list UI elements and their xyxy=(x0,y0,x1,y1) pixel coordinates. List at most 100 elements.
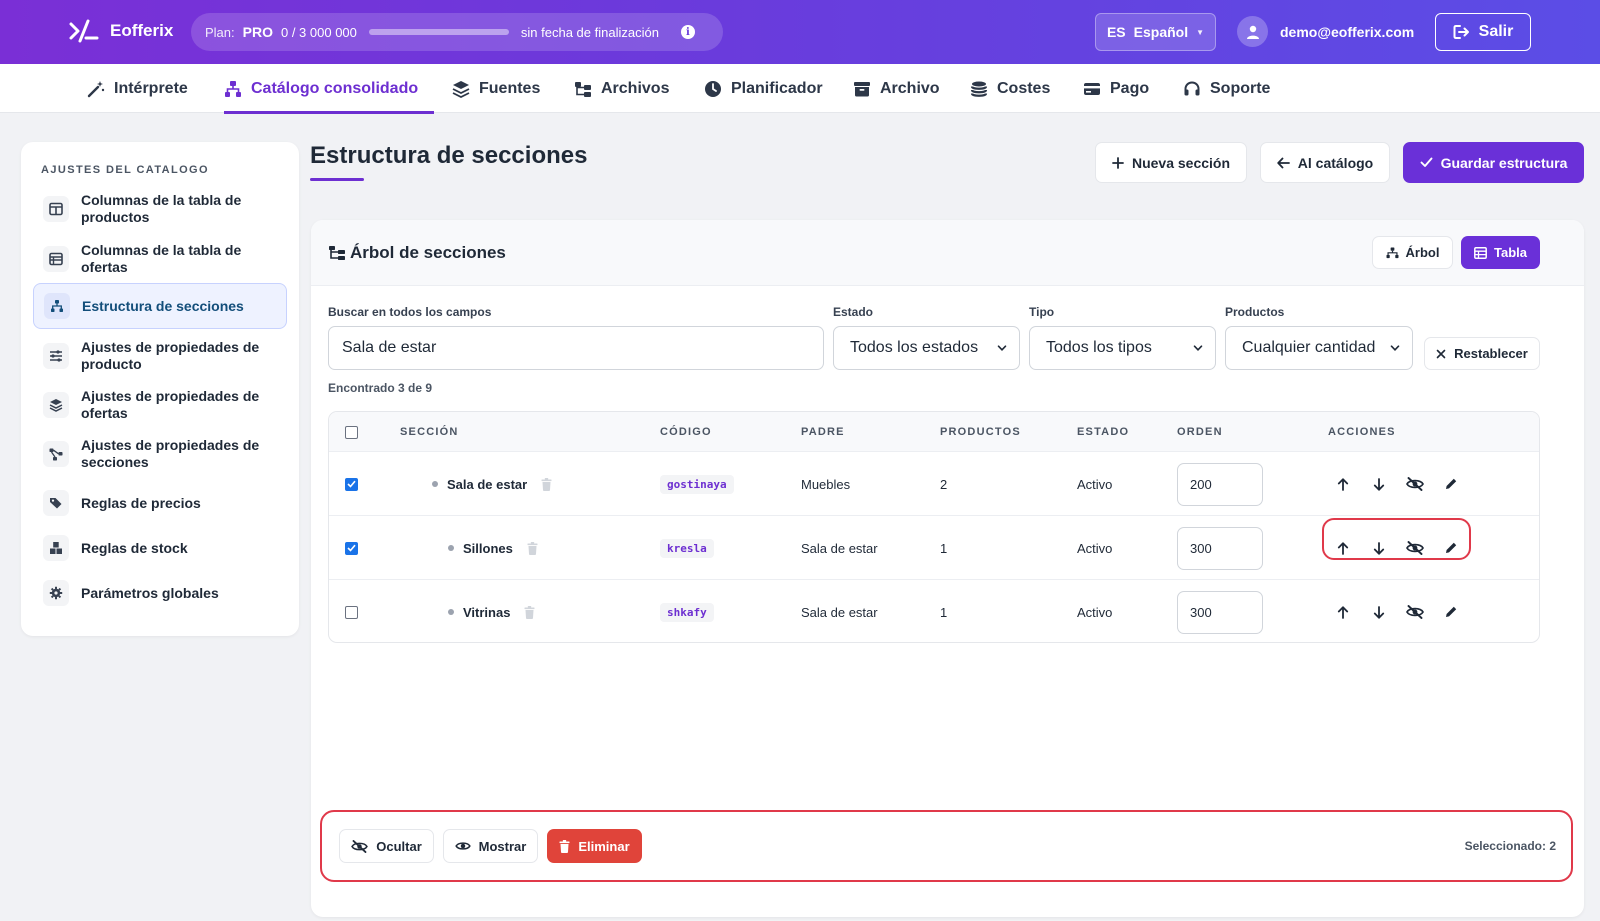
plan-tier: PRO xyxy=(242,24,273,40)
bullet-icon xyxy=(448,609,454,615)
trash-icon[interactable] xyxy=(524,605,535,619)
nav-item-fuentes[interactable]: Fuentes xyxy=(452,64,540,113)
type-filter-select[interactable]: Todos los tipos xyxy=(1029,326,1216,370)
nav-label: Fuentes xyxy=(479,79,541,97)
plan-label: Plan: xyxy=(205,24,235,40)
eye-slash-icon xyxy=(1406,541,1424,555)
sidebar-item-price-rules[interactable]: Reglas de precios xyxy=(33,482,287,524)
nav-item-catalogo[interactable]: Catálogo consolidado xyxy=(224,64,435,114)
move-down-button[interactable] xyxy=(1368,537,1390,559)
section-status: Activo xyxy=(1077,476,1113,492)
bulk-show-button[interactable]: Mostrar xyxy=(443,829,538,863)
products-filter-select[interactable]: Cualquier cantidad xyxy=(1225,326,1413,370)
order-input[interactable]: 300 xyxy=(1177,526,1263,570)
header-order: ORDEN xyxy=(1177,426,1223,438)
order-input[interactable]: 300 xyxy=(1177,590,1263,634)
nav-item-interprete[interactable]: Intérprete xyxy=(87,64,188,113)
sidebar-item-section-properties[interactable]: Ajustes de propiedades de secciones xyxy=(33,431,287,477)
sidebar-heading: AJUSTES DEL CATALOGO xyxy=(41,164,209,176)
move-down-button[interactable] xyxy=(1368,601,1390,623)
bulk-delete-button[interactable]: Eliminar xyxy=(547,829,642,863)
selected-count: Seleccionado: 2 xyxy=(1464,839,1556,853)
trash-icon[interactable] xyxy=(541,477,552,491)
nav-item-pago[interactable]: Pago xyxy=(1083,64,1149,113)
nav-item-archivo[interactable]: Archivo xyxy=(853,64,940,113)
logout-button[interactable]: Salir xyxy=(1435,13,1531,51)
check-icon xyxy=(1420,157,1433,167)
move-up-button[interactable] xyxy=(1332,601,1354,623)
sidebar-item-label: Reglas de precios xyxy=(81,494,201,511)
nav-item-costes[interactable]: Costes xyxy=(970,64,1050,113)
sidebar-item-global-params[interactable]: Parámetros globales xyxy=(33,572,287,614)
nav-item-soporte[interactable]: Soporte xyxy=(1183,64,1270,113)
gear-icon xyxy=(43,580,69,606)
archive-icon xyxy=(854,81,870,96)
trash-icon xyxy=(559,839,570,853)
to-catalog-label: Al catálogo xyxy=(1297,154,1374,171)
row-checkbox[interactable] xyxy=(345,541,358,555)
section-parent: Muebles xyxy=(801,476,851,492)
logo[interactable]: Eofferix xyxy=(68,18,173,44)
select-all-checkbox[interactable] xyxy=(345,425,358,439)
view-tree-label: Árbol xyxy=(1405,245,1440,260)
sections-table: SECCIÓN CÓDIGO PADRE PRODUCTOS ESTADO OR… xyxy=(328,411,1540,643)
status-filter-select[interactable]: Todos los estados xyxy=(833,326,1020,370)
folder-tree-icon xyxy=(329,246,345,260)
chevron-down-icon xyxy=(1390,345,1400,351)
order-input[interactable]: 200 xyxy=(1177,462,1263,506)
results-count: Encontrado 3 de 9 xyxy=(328,381,433,395)
edit-button[interactable] xyxy=(1440,473,1462,495)
save-structure-button[interactable]: Guardar estructura xyxy=(1403,142,1584,183)
section-parent: Sala de estar xyxy=(801,540,878,556)
bulk-actions-bar: Ocultar Mostrar Eliminar Seleccionado: 2 xyxy=(320,810,1573,882)
nav-label: Costes xyxy=(997,79,1051,97)
eye-slash-icon xyxy=(1406,477,1424,491)
hide-button[interactable] xyxy=(1404,601,1426,623)
view-tree-button[interactable]: Árbol xyxy=(1372,236,1453,269)
card-title-text: Árbol de secciones xyxy=(350,243,506,262)
sidebar-item-section-structure[interactable]: Estructura de secciones xyxy=(33,283,287,329)
section-name: Vitrinas xyxy=(463,604,511,620)
new-section-button[interactable]: Nueva sección xyxy=(1095,142,1247,183)
view-table-button[interactable]: Tabla xyxy=(1461,236,1540,269)
nav-item-planificador[interactable]: Planificador xyxy=(704,64,823,113)
row-checkbox[interactable] xyxy=(345,477,358,491)
user-menu[interactable]: demo@eofferix.com xyxy=(1237,16,1414,47)
move-up-button[interactable] xyxy=(1332,473,1354,495)
reset-filters-button[interactable]: Restablecer xyxy=(1424,337,1540,370)
section-code: shkafy xyxy=(660,602,714,622)
section-name: Sala de estar xyxy=(447,476,528,492)
coins-icon xyxy=(970,81,988,97)
folder-tree-icon xyxy=(575,81,591,97)
language-selector[interactable]: ES Español ▼ xyxy=(1095,13,1216,51)
trash-icon[interactable] xyxy=(527,541,538,555)
edit-button[interactable] xyxy=(1440,601,1462,623)
hide-button[interactable] xyxy=(1404,537,1426,559)
close-icon xyxy=(1436,349,1446,358)
bulk-show-label: Mostrar xyxy=(478,838,527,854)
to-catalog-button[interactable]: Al catálogo xyxy=(1260,142,1390,183)
header-code: CÓDIGO xyxy=(660,426,712,438)
magic-wand-icon xyxy=(87,80,105,97)
type-filter-value: Todos los tipos xyxy=(1046,339,1152,356)
sidebar-item-product-columns[interactable]: Columnas de la tabla de productos xyxy=(33,186,287,232)
move-up-button[interactable] xyxy=(1332,537,1354,559)
sitemap-icon xyxy=(225,80,241,97)
edit-button[interactable] xyxy=(1440,537,1462,559)
info-icon[interactable]: i xyxy=(680,25,695,39)
section-name: Sillones xyxy=(463,540,513,556)
search-input[interactable] xyxy=(328,326,824,370)
sidebar-item-offer-properties[interactable]: Ajustes de propiedades de ofertas xyxy=(33,382,287,428)
header-products: PRODUCTOS xyxy=(940,426,1021,438)
row-checkbox[interactable] xyxy=(345,605,358,619)
nav-item-archivos[interactable]: Archivos xyxy=(574,64,669,113)
move-down-button[interactable] xyxy=(1368,473,1390,495)
sidebar-item-stock-rules[interactable]: Reglas de stock xyxy=(33,527,287,569)
sidebar-item-product-properties[interactable]: Ajustes de propiedades de producto xyxy=(33,333,287,379)
diagram-icon xyxy=(43,441,69,467)
hide-button[interactable] xyxy=(1404,473,1426,495)
bullet-icon xyxy=(448,545,454,551)
sidebar-item-offer-columns[interactable]: Columnas de la tabla de ofertas xyxy=(33,236,287,282)
bulk-hide-button[interactable]: Ocultar xyxy=(339,829,434,863)
header-actions: ACCIONES xyxy=(1328,426,1396,438)
